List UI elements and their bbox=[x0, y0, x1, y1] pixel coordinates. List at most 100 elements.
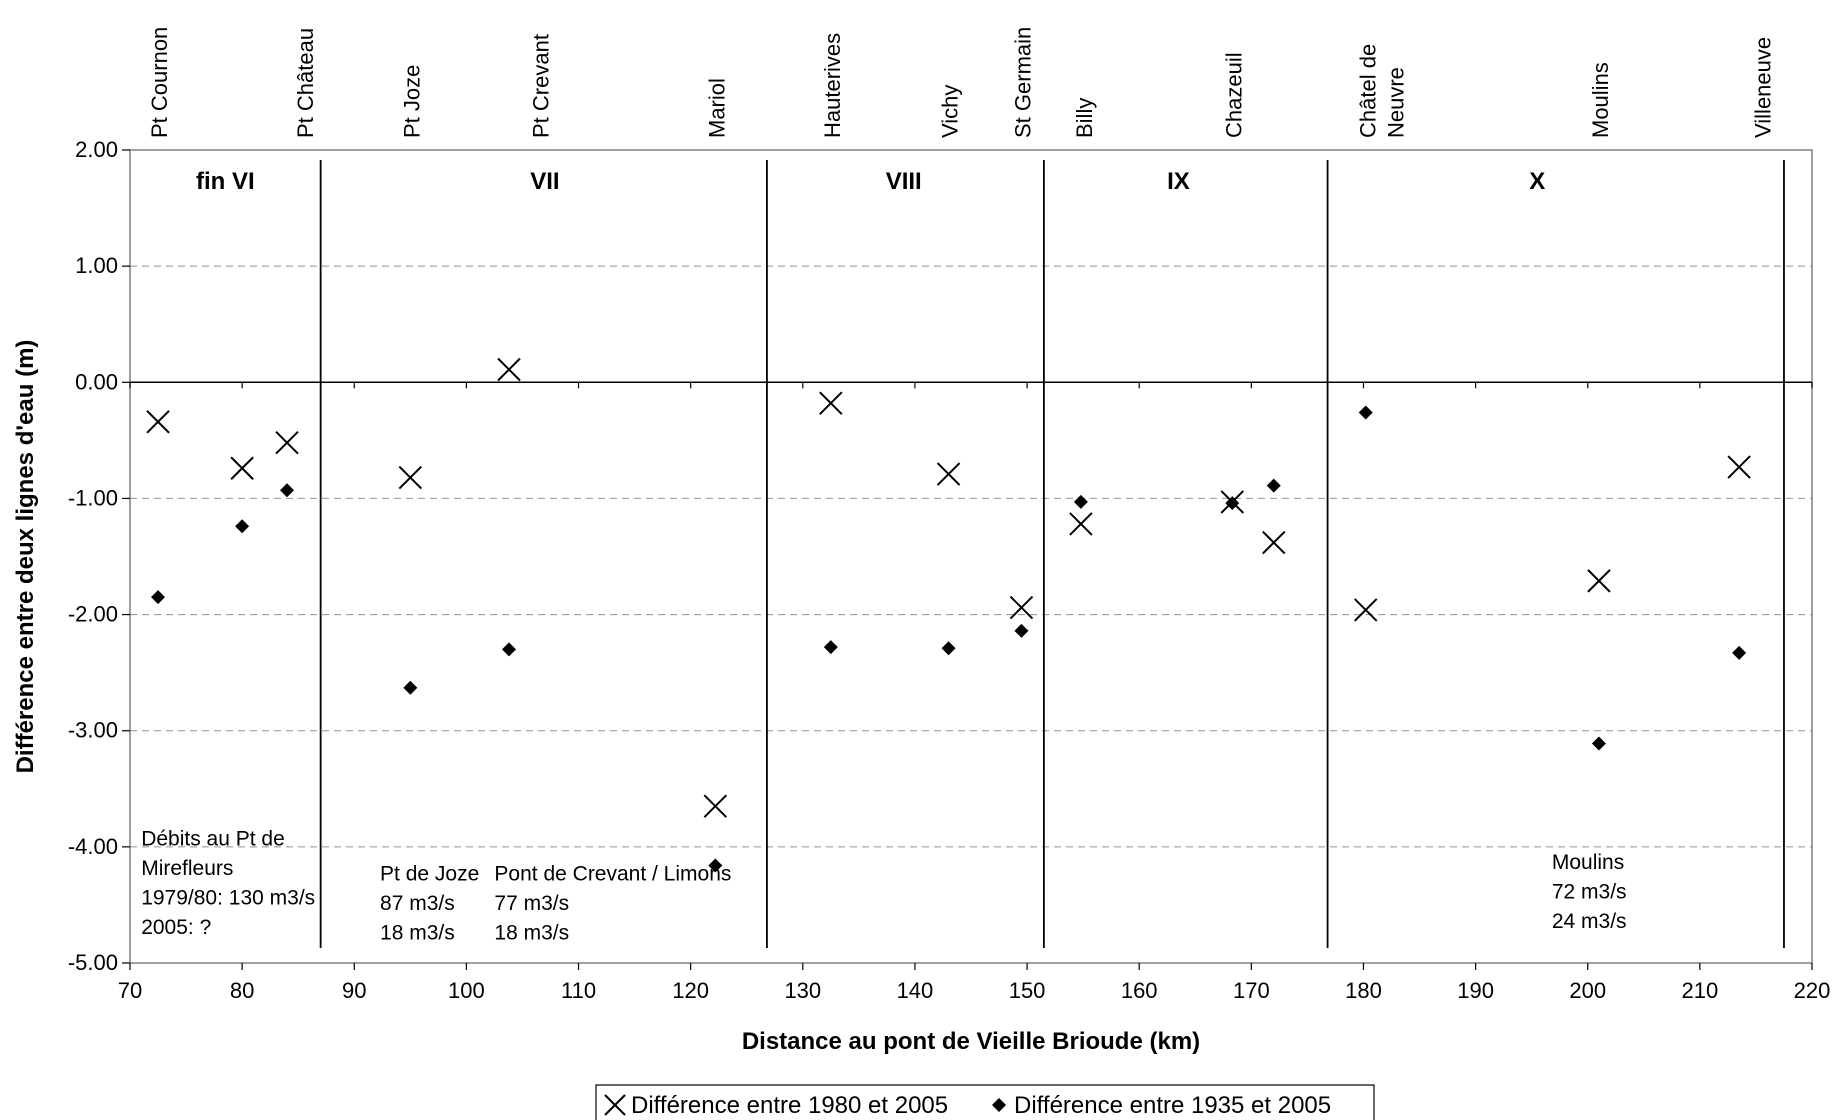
place-label: Pt Joze bbox=[399, 65, 424, 138]
x-tick-label: 190 bbox=[1457, 978, 1494, 1003]
data-point-x bbox=[146, 410, 170, 434]
legend-label: Différence entre 1980 et 2005 bbox=[631, 1092, 948, 1119]
annotation-text: Pt de Joze bbox=[380, 863, 479, 886]
data-points bbox=[146, 357, 1751, 873]
grid-lines bbox=[130, 265, 1812, 848]
legend-label: Différence entre 1935 et 2005 bbox=[1014, 1092, 1331, 1119]
annotation-text: 24 m3/s bbox=[1552, 910, 1627, 933]
y-tick-label: -5.00 bbox=[68, 950, 118, 975]
section-label: IX bbox=[1167, 168, 1190, 195]
annotation-text: Débits au Pt de bbox=[141, 828, 285, 851]
place-label: St Germain bbox=[1010, 27, 1035, 138]
annotation-text: 87 m3/s bbox=[380, 892, 455, 915]
x-tick-label: 220 bbox=[1794, 978, 1831, 1003]
plot-frame bbox=[129, 149, 1813, 964]
x-tick-label: 70 bbox=[118, 978, 142, 1003]
x-stroke bbox=[819, 391, 843, 415]
x-tick-label: 150 bbox=[1009, 978, 1046, 1003]
data-point-x bbox=[1262, 530, 1286, 555]
data-point-diamond bbox=[279, 483, 294, 498]
y-tick-label: 2.00 bbox=[75, 137, 118, 162]
y-tick-label: -4.00 bbox=[68, 834, 118, 859]
legend: Différence entre 1980 et 2005 Différence … bbox=[595, 1084, 1375, 1120]
y-axis-title: Différence entre deux lignes d'eau (m) bbox=[12, 340, 39, 774]
data-point-x bbox=[1009, 595, 1034, 620]
x-stroke bbox=[230, 456, 254, 480]
data-point-x bbox=[1354, 598, 1378, 622]
place-label: Châtel de bbox=[1355, 44, 1380, 138]
data-point-x bbox=[497, 357, 521, 382]
x-stroke bbox=[398, 465, 423, 490]
place-label: Neuvre bbox=[1383, 67, 1408, 138]
series-1935-2005 bbox=[151, 405, 1747, 873]
data-point-diamond bbox=[1591, 736, 1606, 751]
place-label: Moulins bbox=[1588, 62, 1613, 138]
place-label: Villeneuve bbox=[1751, 37, 1776, 138]
x-stroke bbox=[497, 357, 521, 382]
data-point-x bbox=[230, 456, 254, 480]
annotation-text: Mirefleurs bbox=[141, 857, 233, 880]
annotation-text: 18 m3/s bbox=[494, 922, 569, 945]
x-stroke bbox=[1354, 598, 1378, 622]
data-point-diamond bbox=[941, 641, 956, 656]
annotation-text: 2005: ? bbox=[141, 916, 211, 939]
y-tick-label: -3.00 bbox=[68, 718, 118, 743]
data-point-x bbox=[275, 430, 299, 455]
x-tick-label: 210 bbox=[1682, 978, 1719, 1003]
place-label: Hauterives bbox=[820, 33, 845, 138]
annotation-text: 18 m3/s bbox=[380, 922, 455, 945]
place-label: Vichy bbox=[938, 85, 963, 138]
x-tick-label: 80 bbox=[230, 978, 254, 1003]
x-axis-title: Distance au pont de Vieille Brioude (km) bbox=[742, 1028, 1200, 1055]
annotation-text: 72 m3/s bbox=[1552, 880, 1627, 903]
annotation-text: Moulins bbox=[1552, 851, 1624, 874]
section-label: VII bbox=[530, 168, 559, 195]
x-tick-label: 130 bbox=[784, 978, 821, 1003]
data-point-diamond bbox=[1266, 478, 1281, 493]
y-tick-label: -1.00 bbox=[68, 485, 118, 510]
data-point-x bbox=[398, 465, 423, 490]
data-point-diamond bbox=[403, 680, 418, 695]
annotations: Débits au Pt de Mirefleurs 1979/80: 130 m3… bbox=[141, 828, 1626, 945]
annotation-text: 1979/80: 130 m3/s bbox=[141, 887, 315, 910]
x-stroke bbox=[1009, 595, 1034, 620]
y-tick-label: -2.00 bbox=[68, 602, 118, 627]
data-point-diamond bbox=[1732, 645, 1747, 660]
x-stroke bbox=[1262, 530, 1286, 555]
section-label: fin VI bbox=[196, 168, 255, 195]
section-dividers bbox=[319, 160, 1785, 948]
legend-marker-x bbox=[604, 1094, 626, 1116]
x-tick-label: 110 bbox=[561, 978, 596, 1003]
x-tick-label: 100 bbox=[448, 978, 485, 1003]
x-tick-label: 90 bbox=[342, 978, 366, 1003]
x-stroke bbox=[936, 462, 961, 486]
x-stroke bbox=[146, 410, 170, 434]
data-point-x bbox=[819, 391, 843, 415]
place-label: Chazeuil bbox=[1221, 52, 1246, 138]
top-labels: fin VI VII VIII IX X Pt Cournon Pt Château Pt J… bbox=[147, 27, 1776, 195]
x-stroke bbox=[1587, 569, 1611, 593]
x-tick-label: 170 bbox=[1233, 978, 1270, 1003]
x-tick-label: 140 bbox=[897, 978, 934, 1003]
x-stroke bbox=[1069, 512, 1093, 536]
data-point-diamond bbox=[1073, 494, 1088, 509]
x-stroke bbox=[275, 430, 299, 455]
x-stroke bbox=[1727, 455, 1751, 479]
data-point-diamond bbox=[1225, 496, 1240, 511]
x-tick-label: 200 bbox=[1569, 978, 1606, 1003]
place-label: Billy bbox=[1072, 98, 1097, 138]
y-tick-label: 1.00 bbox=[75, 253, 118, 278]
section-label: X bbox=[1529, 168, 1545, 195]
legend-marker-diamond bbox=[992, 1098, 1006, 1112]
x-tick-label: 160 bbox=[1121, 978, 1158, 1003]
data-point-x bbox=[1069, 512, 1093, 536]
data-point-diamond bbox=[823, 640, 838, 655]
y-tick-label: 0.00 bbox=[75, 369, 118, 394]
data-point-x bbox=[703, 794, 728, 818]
x-stroke bbox=[703, 794, 728, 818]
data-point-diamond bbox=[1014, 623, 1029, 638]
series-1980-2005 bbox=[146, 357, 1751, 818]
place-label: Pt Château bbox=[293, 28, 318, 138]
x-tick-label: 180 bbox=[1345, 978, 1382, 1003]
